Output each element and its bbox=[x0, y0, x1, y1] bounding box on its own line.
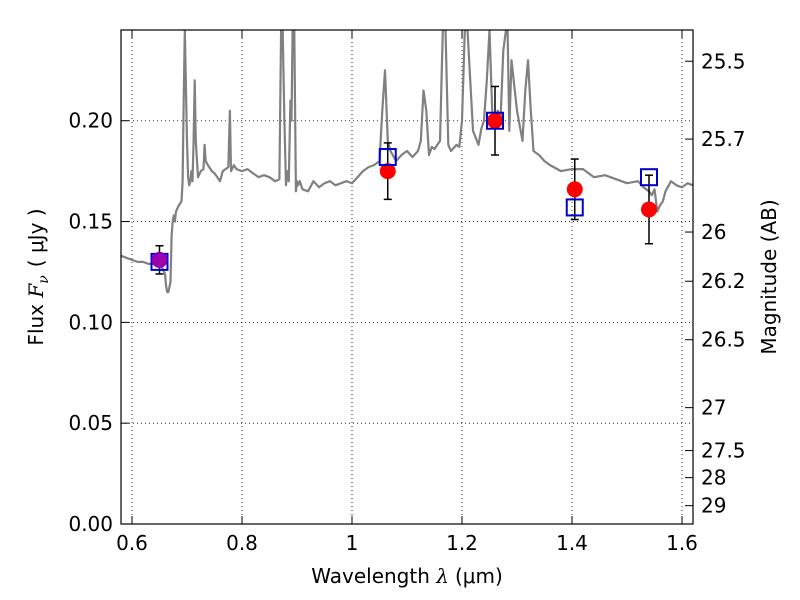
y2-tick-label: 27.5 bbox=[701, 439, 746, 463]
markers bbox=[150, 111, 658, 271]
y2-tick-label: 26 bbox=[701, 220, 726, 244]
x-tick-label: 0.6 bbox=[116, 531, 148, 555]
series-layer bbox=[121, 30, 693, 294]
y2-tick-label: 28 bbox=[701, 466, 726, 490]
y-tick-label: 0.10 bbox=[68, 310, 113, 334]
model-bandpass-marker bbox=[565, 198, 584, 217]
observed-point bbox=[487, 112, 503, 129]
x-tick-label: 1 bbox=[346, 531, 359, 555]
plot-frame bbox=[120, 29, 694, 525]
y2-tick-label: 26.2 bbox=[701, 269, 746, 293]
y-tick-label: 0.00 bbox=[68, 512, 113, 536]
y-tick-label: 0.20 bbox=[68, 109, 113, 133]
y-axis-label: Flux Fν( μJy ) bbox=[24, 208, 52, 345]
model-bandpass-marker bbox=[640, 168, 658, 187]
y2-tick-label: 27 bbox=[701, 396, 726, 420]
model-bandpass-marker bbox=[378, 148, 397, 167]
observed-point bbox=[566, 181, 583, 198]
x-tick-label: 1.6 bbox=[666, 531, 698, 555]
y2-tick-label: 25.5 bbox=[701, 49, 746, 73]
x-tick-label: 1.4 bbox=[556, 531, 588, 555]
y-tick-label: 0.05 bbox=[68, 411, 113, 435]
observed-point bbox=[379, 163, 396, 180]
observed-point bbox=[641, 201, 657, 218]
y-tick-label: 0.15 bbox=[68, 210, 113, 234]
overlap-point bbox=[151, 251, 168, 268]
ticks: 0.6 0.8 1 1.2 1.4 1.6 0.00 0.05 0.10 0.15 0.20 25.5… bbox=[68, 30, 746, 555]
model-sed-line bbox=[121, 30, 693, 294]
y2-axis-label: Magnitude (AB) bbox=[757, 199, 781, 354]
x-tick-label: 0.8 bbox=[226, 531, 258, 555]
x-axis-label: Wavelength λ (μm) bbox=[311, 564, 503, 588]
plot-background bbox=[121, 30, 693, 524]
model-bandpass-marker bbox=[486, 111, 504, 130]
y2-tick-label: 25.7 bbox=[701, 127, 746, 151]
y2-tick-label: 29 bbox=[701, 494, 726, 518]
y2-tick-label: 26.5 bbox=[701, 328, 746, 352]
x-tick-label: 1.2 bbox=[446, 531, 478, 555]
